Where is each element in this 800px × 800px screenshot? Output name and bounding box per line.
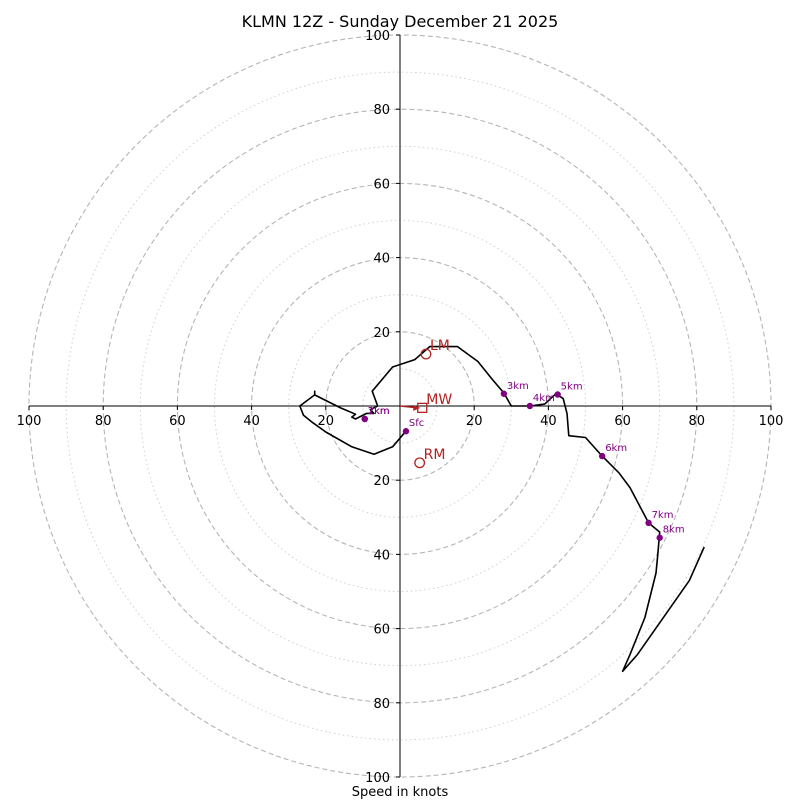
height-label-7km: 7km bbox=[652, 510, 674, 521]
height-label-2km: 2km bbox=[368, 406, 390, 417]
y-tick-label: 80 bbox=[373, 697, 390, 712]
storm-marker-LM bbox=[420, 348, 432, 360]
tick-labels: 100 80 60 40 20 20 40 60 80 100 100 80 60 40 20 20 40 60 8… bbox=[17, 29, 784, 786]
height-label-Sfc: Sfc bbox=[409, 418, 424, 429]
height-label-1km: 1km bbox=[368, 406, 390, 417]
hodograph-line bbox=[298, 345, 705, 673]
height-label-4km: 4km bbox=[533, 393, 555, 404]
y-tick-label: 60 bbox=[373, 177, 390, 192]
storm-label-LM: LM bbox=[430, 338, 450, 354]
height-point-2km bbox=[361, 415, 368, 423]
y-tick-label: 100 bbox=[365, 29, 390, 44]
x-tick-label: 40 bbox=[243, 414, 260, 429]
y-tick-label: 20 bbox=[373, 326, 390, 341]
x-axis-label: Speed in knots bbox=[352, 785, 449, 800]
storm-marker-MW bbox=[417, 402, 428, 414]
height-point-7km bbox=[645, 519, 652, 527]
x-tick-label: 60 bbox=[169, 414, 186, 429]
y-tick-label: 20 bbox=[373, 474, 390, 489]
y-tick-label: 60 bbox=[373, 623, 390, 638]
height-point-3km bbox=[500, 390, 508, 397]
chart-title: KLMN 12Z - Sunday December 21 2025 bbox=[242, 12, 559, 31]
y-tick-label: 40 bbox=[373, 548, 390, 563]
x-tick-label: 100 bbox=[759, 414, 784, 429]
x-tick-label: 60 bbox=[614, 414, 631, 429]
height-point-4km bbox=[526, 402, 534, 410]
storm-marker-RM bbox=[414, 457, 426, 469]
height-label-5km: 5km bbox=[561, 381, 583, 392]
height-label-3km: 3km bbox=[507, 381, 529, 392]
hodograph-trace bbox=[298, 345, 705, 673]
x-tick-label: 80 bbox=[689, 414, 706, 429]
storm-motion-markers: LM RM MW bbox=[399, 338, 452, 469]
x-tick-label: 20 bbox=[466, 414, 483, 429]
height-label-8km: 8km bbox=[663, 525, 685, 536]
mean-wind-arrowhead bbox=[413, 404, 421, 411]
height-point-Sfc bbox=[402, 428, 410, 435]
storm-label-MW: MW bbox=[426, 392, 452, 408]
height-point-6km bbox=[598, 452, 606, 460]
x-tick-label: 40 bbox=[540, 414, 557, 429]
height-label-6km: 6km bbox=[605, 443, 627, 454]
y-tick-label: 80 bbox=[373, 103, 390, 118]
storm-label-RM: RM bbox=[424, 447, 446, 463]
height-point-8km bbox=[656, 534, 663, 541]
x-tick-label: 20 bbox=[318, 414, 335, 429]
x-tick-label: 80 bbox=[95, 414, 112, 429]
height-point-5km bbox=[554, 391, 561, 398]
y-tick-label: 40 bbox=[373, 252, 390, 267]
y-tick-label: 100 bbox=[365, 771, 390, 786]
x-tick-label: 100 bbox=[17, 414, 42, 429]
